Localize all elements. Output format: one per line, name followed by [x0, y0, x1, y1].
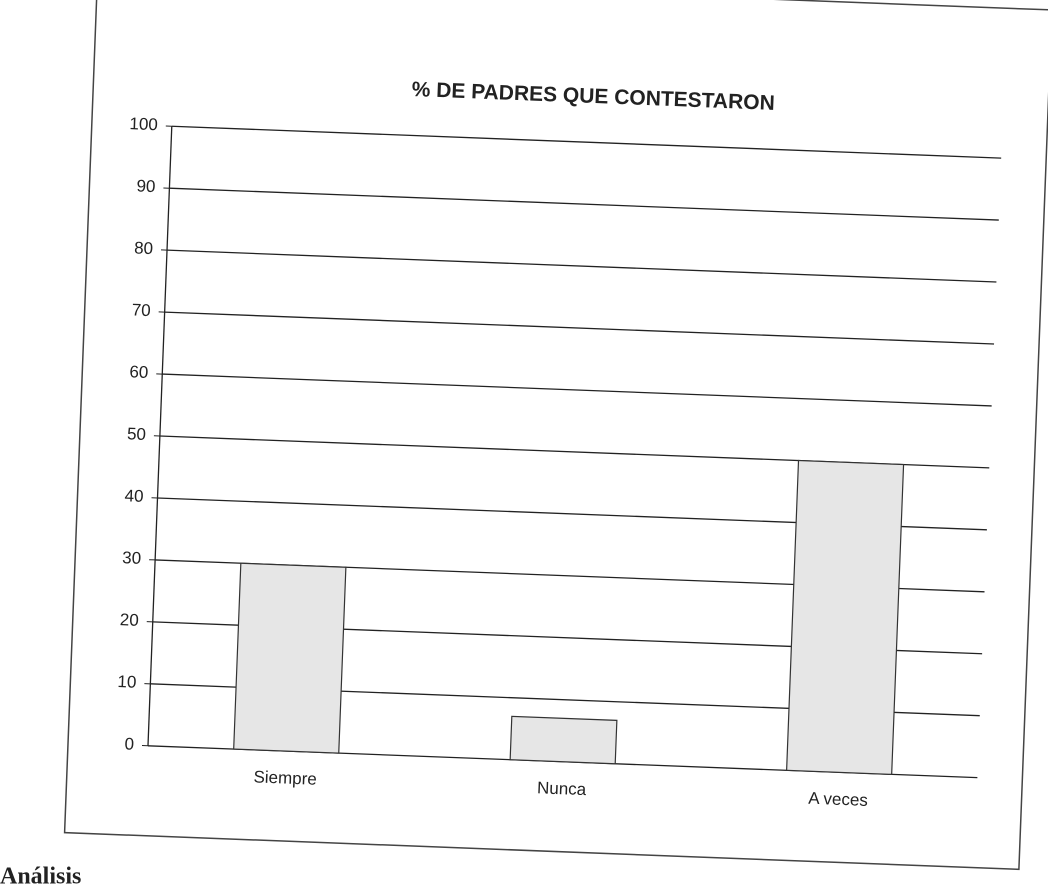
grid-line [162, 373, 992, 407]
y-tick-label: 100 [129, 114, 158, 134]
y-tick-label: 80 [134, 238, 154, 258]
y-tick-label: 50 [127, 424, 147, 444]
y-tick-label: 90 [136, 176, 156, 196]
grid-line [171, 125, 1002, 159]
x-tick-label: A veces [808, 789, 868, 810]
y-tick-label: 60 [129, 362, 149, 382]
bar [785, 459, 905, 775]
y-tick-label: 10 [117, 672, 137, 692]
y-tick-label: 70 [131, 300, 151, 320]
chart-frame: % DE PADRES QUE CONTESTARON 010203040506… [63, 0, 1048, 871]
grid-line [164, 311, 995, 345]
bar [509, 715, 618, 765]
grid-line [166, 249, 997, 283]
y-tick-label: 40 [124, 486, 144, 506]
y-tick-label: 30 [122, 548, 142, 568]
bar [233, 562, 347, 754]
y-tick-label: 20 [120, 610, 140, 630]
grid-line [169, 187, 999, 221]
y-tick-label: 0 [124, 734, 134, 753]
analysis-heading: Análisis [0, 864, 81, 890]
x-tick-label: Siempre [253, 767, 317, 788]
x-tick-label: Nunca [537, 778, 587, 799]
